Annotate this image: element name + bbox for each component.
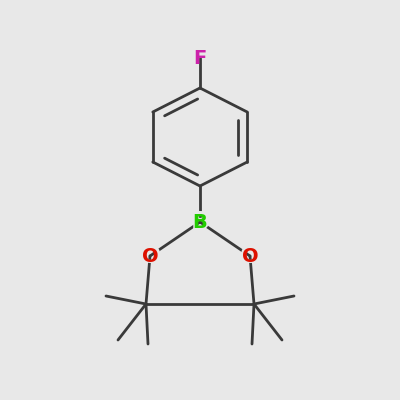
Text: O: O [142, 246, 158, 266]
Text: O: O [239, 244, 261, 268]
Text: B: B [193, 212, 207, 232]
Text: O: O [139, 244, 161, 268]
Text: F: F [193, 48, 207, 68]
Text: B: B [190, 210, 210, 234]
Text: F: F [192, 46, 208, 70]
Text: O: O [242, 246, 258, 266]
